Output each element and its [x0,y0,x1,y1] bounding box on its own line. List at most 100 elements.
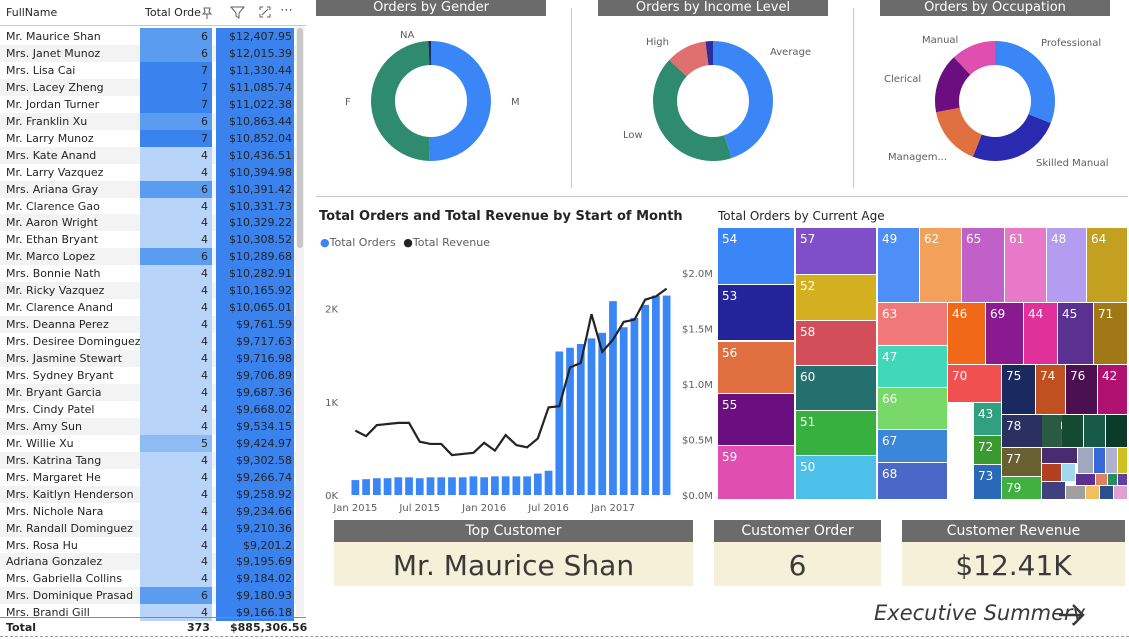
treemap-cell[interactable]: 50 [796,456,876,499]
orders-bar[interactable] [362,479,370,495]
treemap-cell[interactable] [1106,448,1117,473]
treemap-cell[interactable]: 53 [718,285,794,340]
treemap-cell[interactable]: 75 [1002,365,1035,414]
arrow-right-icon[interactable] [1057,601,1087,629]
table-row[interactable]: Mrs. Margaret He 4 $9,266.74 [0,468,296,486]
treemap-cell[interactable]: 74 [1036,365,1065,414]
treemap-cell[interactable]: 77 [1002,448,1041,476]
table-row[interactable]: Mr. Clarence Anand 4 $10,065.01 [0,299,296,317]
table-row[interactable]: Mr. Jordan Turner 7 $11,022.38 [0,95,296,113]
table-row[interactable]: Mr. Ricky Vazquez 4 $10,165.92 [0,282,296,300]
orders-bar[interactable] [383,478,392,495]
treemap-cell[interactable]: 44 [1024,303,1057,364]
treemap-cell[interactable] [1042,415,1061,447]
table-row[interactable]: Mrs. Ariana Gray 6 $10,391.42 [0,180,296,198]
table-row[interactable]: Mr. Marco Lopez 6 $10,289.68 [0,248,296,266]
treemap-cell[interactable]: 55 [718,394,794,445]
table-row[interactable]: Mr. Clarence Gao 4 $10,331.73 [0,197,296,215]
treemap-cell[interactable]: 45 [1058,303,1093,364]
table-row[interactable]: Mr. Willie Xu 5 $9,424.97 [0,434,296,452]
orders-bar[interactable] [458,477,467,495]
combo-chart[interactable]: 0K 1K 2K $0.0M $0.5M $1.0M $1.5M $2.0M Jan 2015 J… [310,250,715,518]
treemap-cell[interactable] [1042,448,1077,463]
treemap-cell[interactable]: 79 [1002,477,1041,499]
donut-slice[interactable] [713,41,773,159]
donut-slice[interactable] [953,41,995,75]
donut-slice[interactable] [669,41,709,77]
treemap-cell[interactable]: 67 [878,430,947,462]
donut-slice[interactable] [653,59,732,162]
occupation-donut-chart[interactable] [930,36,1060,166]
orders-bar[interactable] [448,477,456,495]
donut-slice[interactable] [705,41,713,66]
table-row[interactable]: Mr. Ethan Bryant 4 $10,308.52 [0,231,296,249]
table-row[interactable]: Mr. Aaron Wright 4 $10,329.22 [0,214,296,232]
treemap-cell[interactable] [1096,474,1107,485]
table-row[interactable]: Mrs. Kate Anand 4 $10,436.51 [0,146,296,164]
table-row[interactable]: Mrs. Sydney Bryant 4 $9,706.89 [0,367,296,384]
treemap-cell[interactable]: 64 [1087,228,1127,302]
orders-bar[interactable] [523,476,531,495]
focus-mode-icon[interactable] [258,5,272,19]
treemap-cell[interactable] [1106,415,1127,447]
pin-icon[interactable] [200,6,214,20]
table-scrollbar[interactable] [296,26,304,616]
treemap-cell[interactable] [1108,474,1117,485]
treemap-chart[interactable]: 54 53 56 55 59 57 52 58 60 51 50 49 62 65 61 48 64 63 47 66… [718,228,1128,500]
treemap-cell[interactable]: 76 [1066,365,1097,414]
treemap-cell[interactable]: 52 [796,275,876,320]
treemap-cell[interactable]: 62 [920,228,961,302]
treemap-cell[interactable]: 71 [1094,303,1127,364]
treemap-cell[interactable] [1076,474,1095,485]
scrollbar-thumb[interactable] [297,28,303,248]
orders-bar[interactable] [576,344,585,495]
orders-bar[interactable] [491,476,499,495]
treemap-cell[interactable]: 65 [962,228,1004,302]
table-row[interactable]: Mrs. Lisa Cai 7 $11,330.44 [0,61,296,79]
treemap-cell[interactable]: 51 [796,411,876,455]
treemap-cell[interactable]: 68 [878,463,947,499]
table-row[interactable]: Mrs. Gabriella Collins 4 $9,184.02 [0,570,296,588]
treemap-cell[interactable]: 57 [796,228,876,274]
treemap-cell[interactable]: 58 [796,321,876,365]
table-row[interactable]: Mr. Maurice Shan 6 $12,407.95 [0,28,296,45]
orders-bar[interactable] [609,301,617,495]
treemap-cell[interactable]: 43 [974,403,1001,435]
table-row[interactable]: Mrs. Katrina Tang 4 $9,302.58 [0,451,296,469]
orders-bar[interactable] [405,477,413,495]
orders-bar[interactable] [566,347,574,495]
treemap-cell[interactable] [1086,486,1099,499]
donut-slice[interactable] [370,41,430,161]
treemap-cell[interactable]: 66 [878,388,947,429]
treemap-cell[interactable]: 60 [796,366,876,410]
treemap-cell[interactable] [1114,486,1127,499]
table-row[interactable]: Mrs. Bonnie Nath 4 $10,282.91 [0,265,296,283]
table-row[interactable]: Mr. Larry Munoz 7 $10,852.04 [0,129,296,147]
col-header-fullname[interactable]: FullName [6,6,58,19]
treemap-cell[interactable] [1084,415,1105,447]
treemap-cell[interactable] [1066,486,1085,499]
treemap-cell[interactable] [1118,448,1127,473]
treemap-cell[interactable]: 54 [718,228,794,284]
treemap-cell[interactable]: 63 [878,303,947,345]
table-row[interactable]: Mrs. Deanna Perez 4 $9,761.59 [0,316,296,334]
treemap-cell[interactable] [1042,482,1065,499]
treemap-cell[interactable]: 69 [986,303,1023,364]
orders-bar[interactable] [469,476,478,495]
table-row[interactable]: Mrs. Janet Munoz 6 $12,015.39 [0,44,296,62]
table-row[interactable]: Mrs. Rosa Hu 4 $9,201.2 [0,536,296,554]
donut-slice[interactable] [995,41,1055,124]
orders-bar[interactable] [533,473,542,495]
treemap-cell[interactable]: 72 [974,436,1001,464]
orders-bar[interactable] [480,477,489,495]
orders-bar[interactable] [544,470,553,495]
orders-bar[interactable] [662,295,671,495]
table-row[interactable]: Mrs. Kaitlyn Henderson 4 $9,258.92 [0,485,296,503]
table-row[interactable]: Mr. Randall Dominguez 4 $9,210.36 [0,519,296,537]
treemap-cell[interactable]: 48 [1047,228,1086,302]
treemap-cell[interactable]: 61 [1005,228,1046,302]
treemap-cell[interactable] [1042,464,1061,481]
donut-slice[interactable] [972,114,1051,161]
orders-bar[interactable] [619,327,628,495]
orders-bar[interactable] [598,332,607,495]
